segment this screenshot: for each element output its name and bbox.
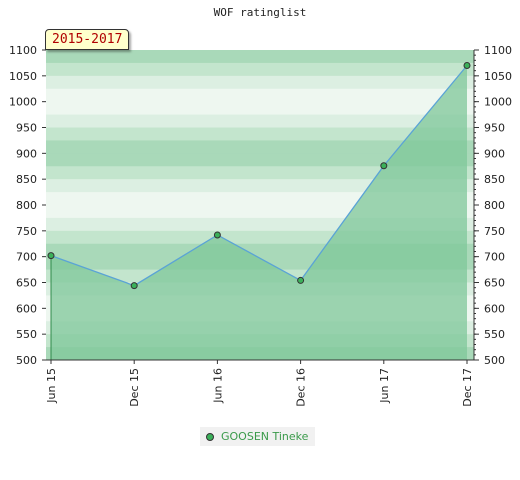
y-tick-label-right: 950 — [484, 122, 505, 135]
y-tick-label: 1050 — [9, 70, 37, 83]
y-tick-label-right: 750 — [484, 225, 505, 238]
legend-label: GOOSEN Tineke — [221, 430, 309, 443]
series-area — [51, 65, 467, 360]
background-band — [46, 166, 474, 180]
background-band — [46, 88, 474, 103]
data-point — [380, 162, 388, 170]
data-point — [47, 252, 55, 260]
y-tick-label-right: 650 — [484, 277, 505, 290]
x-tick-label: Jun 17 — [378, 368, 391, 404]
y-tick-label-right: 1050 — [484, 70, 512, 83]
x-tick-label: Dec 15 — [128, 368, 141, 407]
y-tick-label: 650 — [16, 277, 37, 290]
y-tick-label-right: 1000 — [484, 96, 512, 109]
background-band — [46, 101, 474, 116]
legend-marker-icon — [206, 432, 214, 441]
y-tick-label-right: 850 — [484, 173, 505, 186]
x-tick-label: Jun 16 — [211, 368, 224, 404]
background-band — [46, 50, 474, 64]
background-band — [46, 75, 474, 90]
y-tick-label: 750 — [16, 225, 37, 238]
y-tick-label: 800 — [16, 199, 37, 212]
y-tick-label-right: 800 — [484, 199, 505, 212]
y-tick-label: 1000 — [9, 96, 37, 109]
y-tick-label: 900 — [16, 147, 37, 160]
y-tick-label: 600 — [16, 302, 37, 315]
y-tick-label: 1100 — [9, 44, 37, 57]
period-badge: 2015-2017 — [45, 29, 130, 50]
background-band — [46, 140, 474, 154]
data-point — [130, 282, 138, 290]
x-tick-label: Dec 17 — [461, 368, 474, 407]
background-band — [46, 127, 474, 141]
x-tick-label: Jun 15 — [45, 368, 58, 404]
background-band — [46, 114, 474, 128]
legend: GOOSEN Tineke — [200, 427, 316, 446]
y-tick-label: 550 — [16, 328, 37, 341]
chart-title: WOF ratinglist — [213, 6, 307, 19]
y-tick-label: 700 — [16, 251, 37, 264]
y-tick-label: 500 — [16, 354, 37, 367]
series-line — [50, 65, 468, 287]
data-point — [213, 231, 221, 239]
y-tick-label: 850 — [16, 173, 37, 186]
y-tick-label-right: 700 — [484, 251, 505, 264]
data-point — [297, 276, 305, 284]
y-tick-label-right: 550 — [484, 328, 505, 341]
background-band — [46, 153, 474, 167]
y-tick-label: 950 — [16, 122, 37, 135]
y-tick-label-right: 1100 — [484, 44, 512, 57]
y-tick-label-right: 600 — [484, 302, 505, 315]
x-tick-label: Dec 16 — [295, 368, 308, 407]
y-tick-label-right: 500 — [484, 354, 505, 367]
background-band — [46, 62, 474, 77]
data-point — [463, 62, 471, 69]
y-tick-label-right: 900 — [484, 147, 505, 160]
